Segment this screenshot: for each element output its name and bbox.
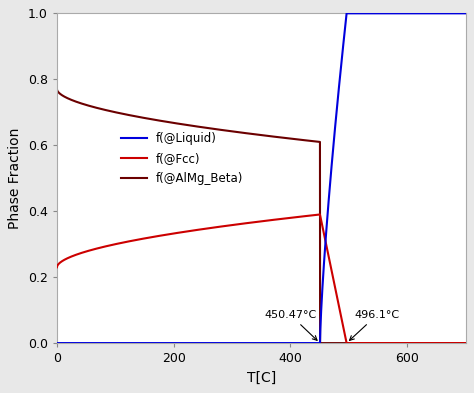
Legend: f(@Liquid), f(@Fcc), f(@AlMg_Beta): f(@Liquid), f(@Fcc), f(@AlMg_Beta) xyxy=(116,127,248,190)
X-axis label: T[C]: T[C] xyxy=(246,371,276,385)
Text: 450.47°C: 450.47°C xyxy=(264,310,317,340)
Text: 496.1°C: 496.1°C xyxy=(349,310,400,340)
Y-axis label: Phase Fraction: Phase Fraction xyxy=(9,127,22,229)
